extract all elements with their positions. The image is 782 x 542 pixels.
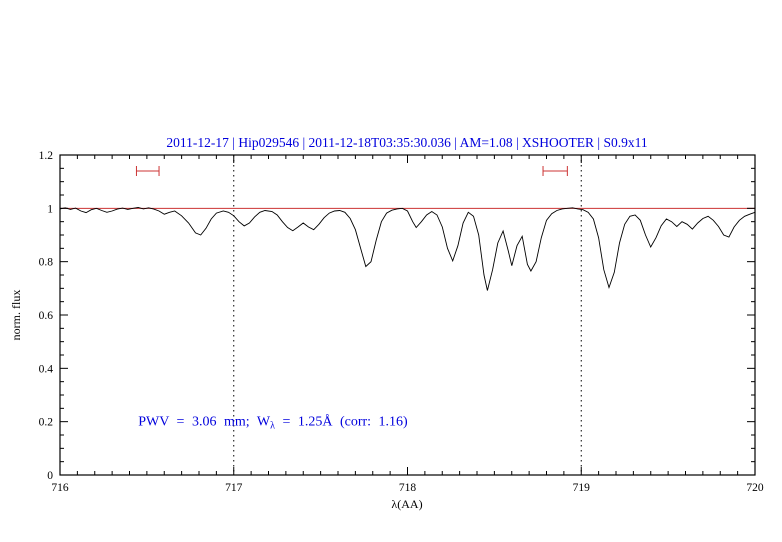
plot-title: 2011-12-17 | Hip029546 | 2011-12-18T03:3… bbox=[166, 135, 647, 150]
y-tick-label: 0.4 bbox=[39, 363, 54, 375]
tick-labels-layer: 716 717 718 719 720 0 0.2 0.4 0.6 0.8 1 1.2 bbox=[39, 150, 764, 494]
pwv-annotation-suffix: = 1.25Å (corr: 1.16) bbox=[275, 414, 408, 430]
y-tick-label: 1.2 bbox=[39, 150, 54, 162]
pwv-annotation: PWV = 3.06 mm; Wλ = 1.25Å (corr: 1.16) bbox=[138, 414, 408, 432]
x-tick-label: 719 bbox=[573, 482, 591, 494]
x-tick-label: 717 bbox=[225, 482, 243, 494]
y-tick-label: 0 bbox=[47, 470, 53, 482]
pwv-annotation-prefix: PWV = 3.06 mm; W bbox=[138, 415, 271, 430]
y-tick-label: 1 bbox=[47, 203, 53, 215]
y-tick-label: 0.6 bbox=[39, 310, 54, 322]
x-axis-label: λ(AA) bbox=[391, 497, 422, 511]
y-tick-label: 0.2 bbox=[39, 417, 54, 429]
x-tick-label: 718 bbox=[399, 482, 417, 494]
reference-lines-layer bbox=[60, 155, 755, 475]
y-axis-label: norm. flux bbox=[9, 290, 23, 341]
spectrum-line bbox=[59, 207, 756, 291]
interval-markers-layer bbox=[135, 166, 568, 176]
y-tick-label: 0.8 bbox=[39, 257, 54, 269]
x-tick-label: 720 bbox=[746, 482, 764, 494]
pwv-annotation-subscript: λ bbox=[270, 421, 275, 432]
x-tick-label: 716 bbox=[51, 482, 69, 494]
axes-box bbox=[59, 154, 756, 476]
